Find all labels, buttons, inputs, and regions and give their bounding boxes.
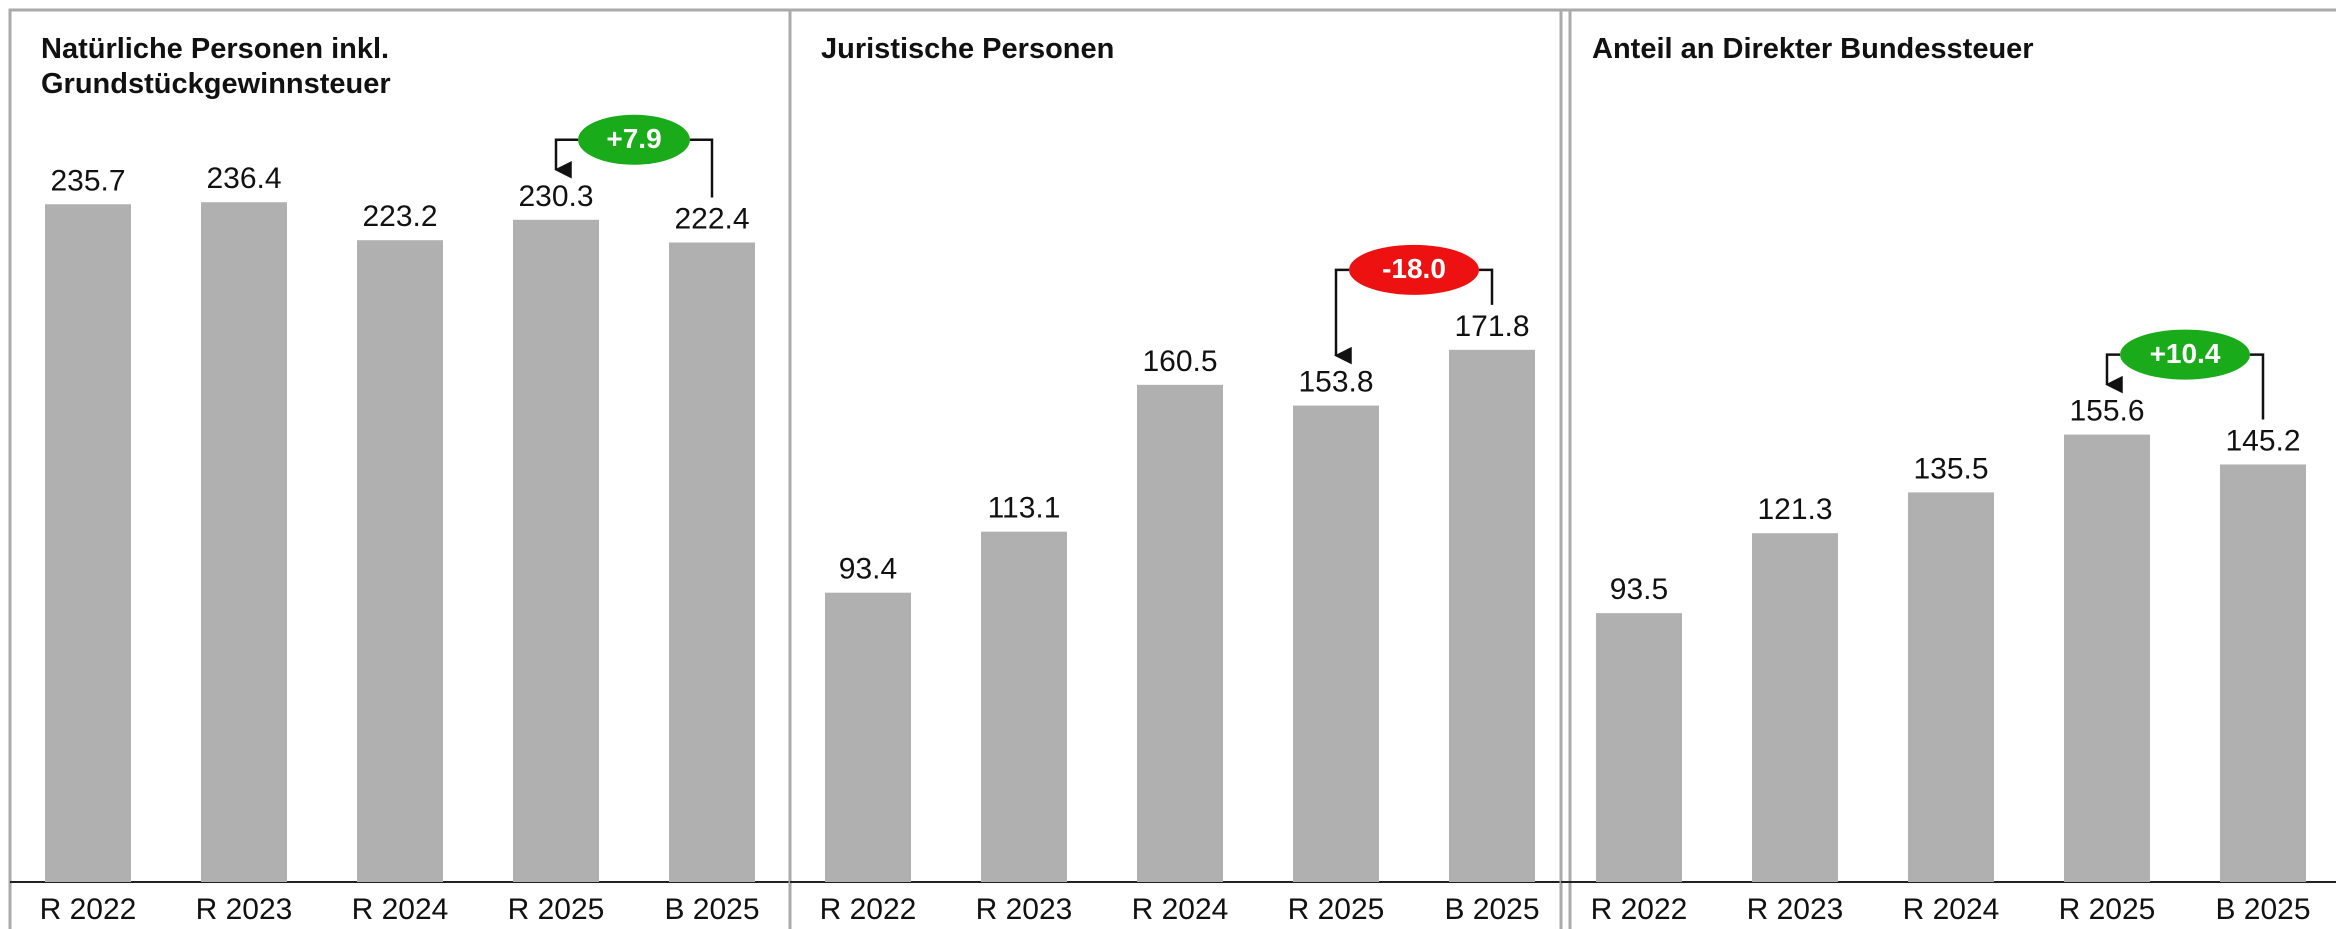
value-label: 93.4 [839, 553, 897, 586]
value-label: 222.4 [674, 202, 749, 235]
x-tick-label: R 2025 [2059, 893, 2156, 926]
x-tick-label: R 2024 [1132, 893, 1229, 926]
bar [1596, 613, 1682, 882]
delta-label: -18.0 [1382, 253, 1446, 284]
delta-label: +10.4 [2150, 338, 2221, 369]
bar [1752, 533, 1838, 882]
value-label: 236.4 [206, 162, 281, 195]
delta-label: +7.9 [606, 123, 661, 154]
x-tick-label: R 2025 [1288, 893, 1385, 926]
chart-title: Juristische Personen [821, 33, 1114, 65]
value-label: 230.3 [518, 180, 593, 213]
chart-title: Grundstückgewinnsteuer [41, 68, 391, 100]
panel-border [788, 8, 1572, 929]
bar [2064, 434, 2150, 882]
delta-bubble [2120, 329, 2250, 380]
value-label: 153.8 [1298, 366, 1373, 399]
value-label: 171.8 [1454, 310, 1529, 343]
x-tick-label: R 2025 [508, 893, 605, 926]
x-tick-label: R 2022 [820, 893, 917, 926]
chart-title: Natürliche Personen inkl. [41, 33, 389, 65]
value-label: 160.5 [1142, 345, 1217, 378]
value-label: 93.5 [1610, 573, 1668, 606]
delta-arrow [1334, 268, 1352, 365]
bar [1908, 492, 1994, 882]
bar [2220, 464, 2306, 882]
x-tick-label: B 2025 [2215, 893, 2310, 926]
chart-title: Anteil an Direkter Bundessteuer [1592, 33, 2034, 65]
delta-bracket [1479, 268, 1494, 305]
bar [357, 240, 443, 883]
delta-bracket [2250, 353, 2265, 420]
bar [1137, 384, 1223, 882]
x-tick-label: R 2022 [1591, 893, 1688, 926]
delta-bubble [578, 114, 690, 165]
x-tick-label: B 2025 [1444, 893, 1539, 926]
x-tick-label: R 2024 [352, 893, 449, 926]
bar [201, 202, 287, 882]
bar [669, 242, 755, 882]
x-tick-label: R 2023 [976, 893, 1073, 926]
value-label: 121.3 [1757, 493, 1832, 526]
bar [1449, 349, 1535, 883]
bar [981, 531, 1067, 882]
value-label: 135.5 [1913, 452, 1988, 485]
bar [513, 219, 599, 882]
panel-border [1559, 8, 2336, 929]
bar [825, 592, 911, 882]
delta-bracket [690, 138, 714, 198]
value-label: 223.2 [362, 200, 437, 233]
x-tick-label: B 2025 [664, 893, 759, 926]
delta-arrow [554, 138, 578, 179]
value-label: 155.6 [2069, 395, 2144, 428]
delta-bubble [1349, 244, 1479, 295]
value-label: 235.7 [50, 164, 125, 197]
x-tick-label: R 2023 [1747, 893, 1844, 926]
value-label: 113.1 [988, 492, 1061, 525]
x-tick-label: R 2023 [196, 893, 293, 926]
x-tick-label: R 2022 [40, 893, 137, 926]
x-tick-label: R 2024 [1903, 893, 2000, 926]
value-label: 145.2 [2225, 424, 2300, 457]
bar [1293, 405, 1379, 882]
bar [45, 204, 131, 882]
delta-arrow [2105, 353, 2123, 394]
